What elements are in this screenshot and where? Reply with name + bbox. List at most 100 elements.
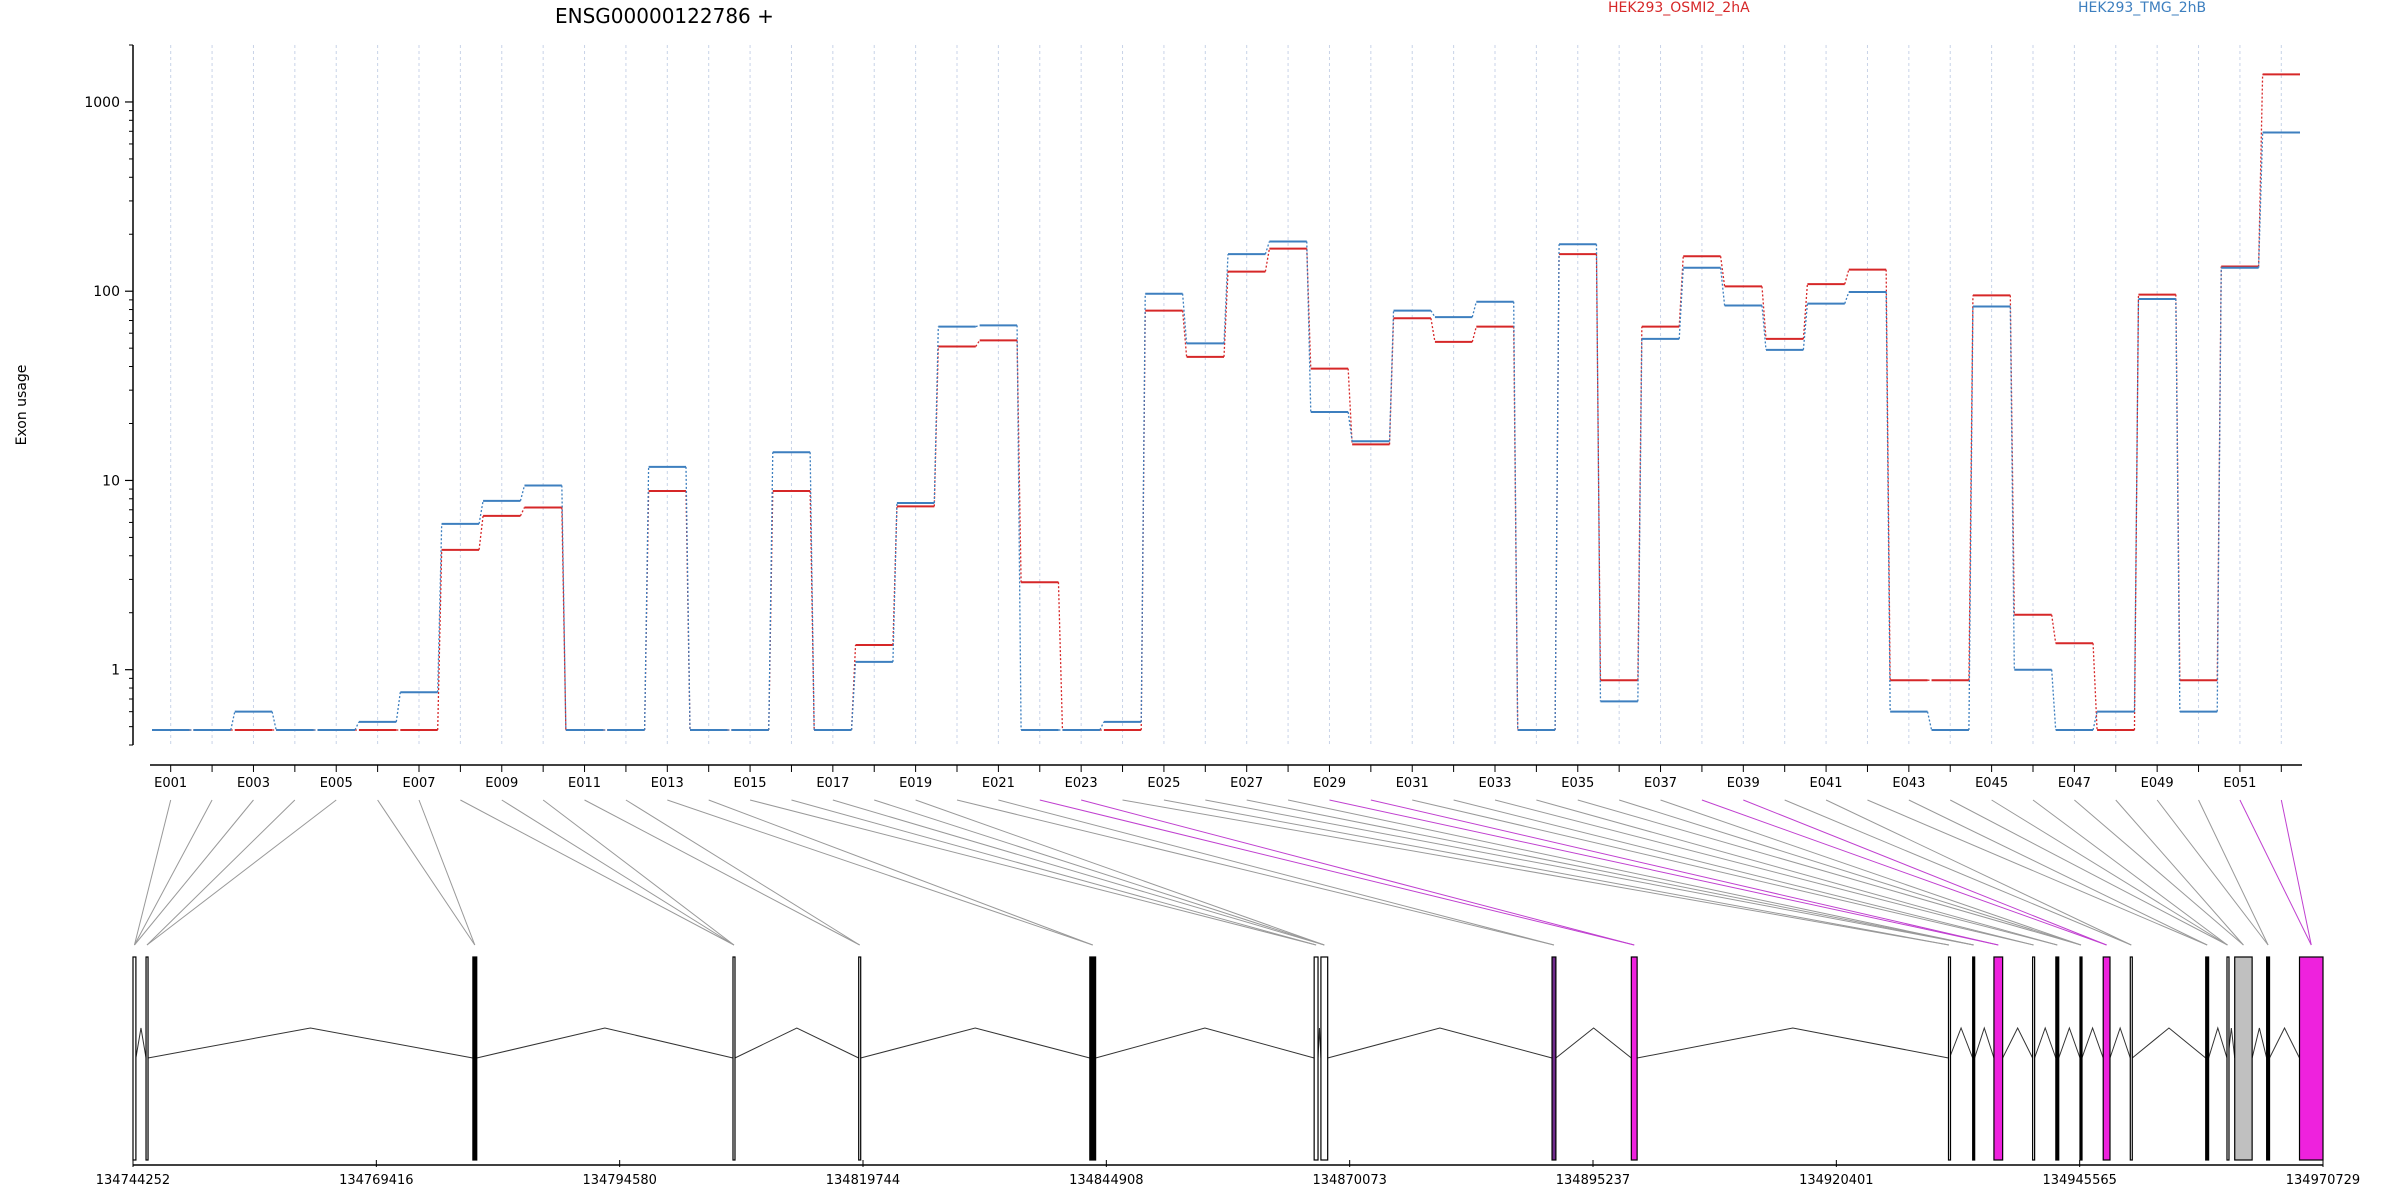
intron-line <box>2251 1027 2268 1059</box>
intron-line <box>2109 1026 2131 1059</box>
intron-line <box>860 1027 1090 1059</box>
connector-E045 <box>1991 799 2228 946</box>
connector-E004 <box>146 799 296 946</box>
connector-E005 <box>146 799 337 946</box>
connector-E026 <box>1205 799 1974 946</box>
series-connector <box>1388 310 1395 442</box>
connector-E017 <box>832 799 1325 946</box>
exon-label-E049: E049 <box>2141 776 2174 791</box>
series-connector <box>1637 338 1643 702</box>
series-connector <box>1223 254 1229 344</box>
connector-E032 <box>1453 799 2034 946</box>
series-connector <box>1885 269 1891 681</box>
intron-line <box>1948 1026 1974 1059</box>
connector-E006 <box>377 799 476 946</box>
series-connector <box>395 692 401 722</box>
exon-label-E003: E003 <box>237 776 270 791</box>
series-tmg <box>152 131 2300 732</box>
y-tick-label-1: 1 <box>111 663 120 679</box>
series-connector <box>1016 325 1022 731</box>
y-tick-label-1000: 1000 <box>84 95 120 111</box>
gene-exon-22 <box>2266 956 2271 1161</box>
exon-label-E025: E025 <box>1147 776 1180 791</box>
connector-E035 <box>1577 799 2082 946</box>
genomic-tick-label-134794580: 134794580 <box>582 1173 656 1188</box>
connector-E029 <box>1329 799 1999 946</box>
exon-gridlines <box>170 45 2282 745</box>
connector-E019 <box>915 799 1325 946</box>
chart-title: ENSG00000122786 + <box>555 4 774 28</box>
series-connector <box>1016 340 1022 583</box>
series-connector <box>1595 244 1602 702</box>
genomic-tick-label-134870073: 134870073 <box>1312 1173 1386 1188</box>
intron-line <box>1974 1026 1995 1059</box>
gene-exon-11 <box>1947 956 1952 1161</box>
intron-line <box>734 1027 859 1059</box>
series-connector <box>1595 254 1602 681</box>
connector-E033 <box>1494 799 2058 946</box>
connector-E003 <box>134 799 254 946</box>
genomic-tick-label-134895237: 134895237 <box>1556 1173 1630 1188</box>
intron-line <box>135 1027 147 1059</box>
series-connector <box>1802 284 1809 339</box>
connector-E038 <box>1701 799 2107 946</box>
series-connector <box>1844 269 1850 285</box>
series-connector <box>519 485 526 502</box>
series-connector <box>271 711 277 731</box>
series-connector <box>1926 711 1933 731</box>
exon-label-E045: E045 <box>1975 776 2008 791</box>
exon-label-E011: E011 <box>568 776 601 791</box>
series-connector <box>2051 614 2057 644</box>
intron-line <box>2034 1026 2057 1059</box>
connector-E001 <box>133 799 172 946</box>
series-connector <box>230 711 236 731</box>
gene-exon-17 <box>2102 956 2111 1161</box>
connector-E018 <box>874 799 1325 946</box>
connector-E002 <box>134 799 213 946</box>
y-tick-label-100: 100 <box>93 284 120 300</box>
genomic-tick-label-134844908: 134844908 <box>1069 1173 1143 1188</box>
connector-E025 <box>1163 799 1950 946</box>
exon-label-E033: E033 <box>1478 776 1511 791</box>
intron-line <box>2058 1026 2081 1059</box>
series-connector <box>2009 295 2015 615</box>
connector-E049 <box>2156 799 2269 946</box>
series-connector <box>1471 301 1477 318</box>
exon-label-E047: E047 <box>2058 776 2091 791</box>
gene-exon-8 <box>1320 956 1329 1161</box>
connector-E046 <box>2032 799 2228 946</box>
genomic-tick-label-134920401: 134920401 <box>1799 1173 1873 1188</box>
connector-E036 <box>1619 799 2082 946</box>
connector-E011 <box>584 799 860 946</box>
series-connector <box>1140 293 1146 722</box>
series-connector <box>892 502 898 662</box>
gene-exon-5 <box>858 956 862 1161</box>
series-connector <box>478 515 484 550</box>
legend-entry-osmi: HEK293_OSMI2_2hA <box>1608 0 1750 16</box>
exon-label-E001: E001 <box>154 776 187 791</box>
gene-exon-21 <box>2234 956 2253 1161</box>
gene-exon-19 <box>2205 956 2210 1161</box>
series-connector <box>1057 582 1064 731</box>
intron-line <box>2081 1026 2104 1059</box>
connector-E016 <box>791 799 1317 946</box>
connector-E042 <box>1867 799 2208 946</box>
series-connector <box>1719 256 1726 287</box>
connector-E021 <box>998 799 1555 946</box>
connector-E008 <box>460 799 735 946</box>
series-connector <box>1554 244 1560 731</box>
connector-E040 <box>1784 799 2132 946</box>
gene-exon-2 <box>145 956 149 1161</box>
series-connector <box>1347 368 1353 445</box>
series-connector <box>850 661 857 731</box>
series-connector <box>1347 411 1353 442</box>
series-connector <box>2216 267 2222 712</box>
connector-E034 <box>1536 799 2058 946</box>
series-connector <box>1761 286 1767 339</box>
series-connector <box>2257 132 2264 268</box>
y-axis: 1 10 100 1000 <box>84 44 134 746</box>
genomic-tick-label-134970729: 134970729 <box>2286 1173 2360 1188</box>
connector-E022 <box>1039 799 1635 946</box>
gene-exon-20 <box>2226 956 2230 1161</box>
